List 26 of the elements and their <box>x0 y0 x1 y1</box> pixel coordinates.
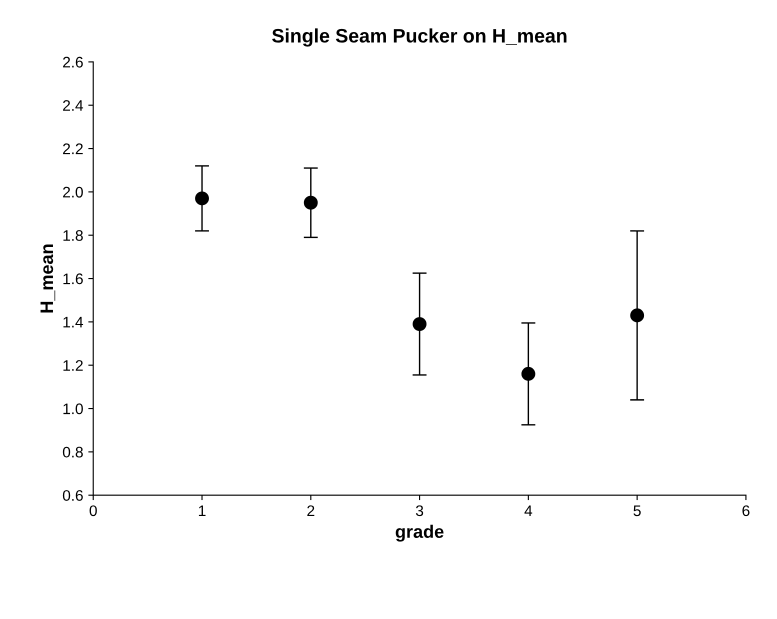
y-tick-label: 1.2 <box>63 360 83 371</box>
y-tick-label: 2.0 <box>63 186 83 198</box>
point <box>195 191 209 206</box>
y-tick-label: 2.6 <box>63 56 83 68</box>
x-tick-label: 6 <box>742 505 750 516</box>
y-tick-label: 0.8 <box>62 446 83 458</box>
x-tick-label: 1 <box>198 505 206 516</box>
point <box>412 317 427 331</box>
x-axis-title: grade <box>396 524 444 542</box>
x-tick-label: 5 <box>634 505 641 516</box>
point <box>304 196 318 210</box>
y-tick-label: 1.0 <box>63 403 83 414</box>
y-tick-label: 2.4 <box>63 100 84 111</box>
x-tick-label: 0 <box>90 505 97 516</box>
point <box>630 308 644 322</box>
x-tick-label: 3 <box>416 505 424 516</box>
y-tick-label: 2.2 <box>63 143 83 154</box>
y-tick-label: 1.6 <box>63 273 83 284</box>
point <box>521 366 536 381</box>
x-tick-label: 4 <box>524 505 532 516</box>
y-tick-label: 1.4 <box>63 316 84 328</box>
y-tick-label: 1.8 <box>63 230 83 241</box>
y-axis-title: H_mean <box>40 244 56 312</box>
chart-title: Single Seam Pucker on H_mean <box>272 28 566 47</box>
x-tick-label: 2 <box>307 505 314 516</box>
y-tick-label: 0.6 <box>62 490 83 501</box>
